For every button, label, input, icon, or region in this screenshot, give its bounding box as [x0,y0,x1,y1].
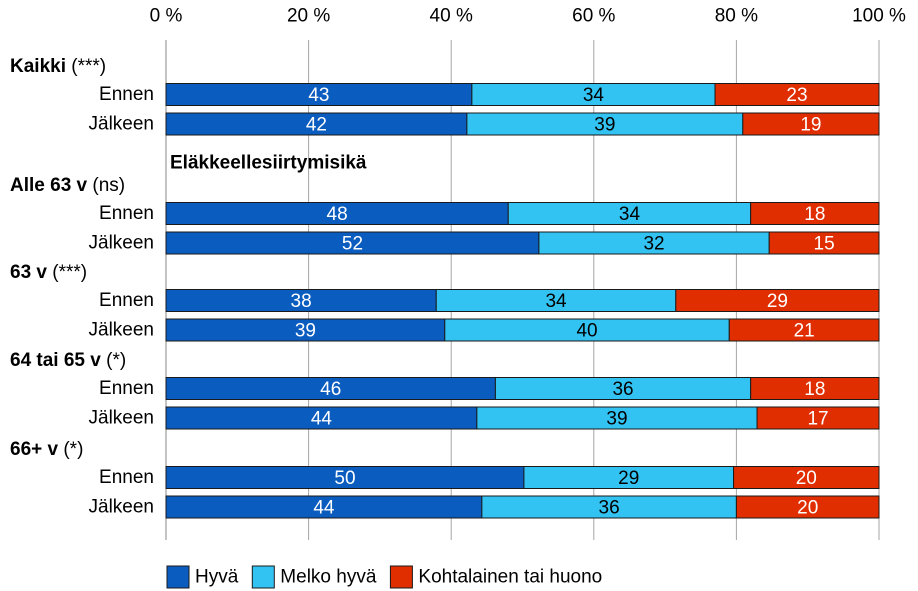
data-label: 18 [804,379,825,400]
group-note: (***) [52,262,87,283]
legend-swatch [389,565,413,589]
x-tick-label: 60 % [572,6,615,27]
annotation: Eläkkeellesiirtymisikä [170,153,367,174]
group-label: Kaikki (***) [10,56,106,77]
group-name: Kaikki [10,56,66,77]
row-label: Jälkeen [89,233,155,254]
x-tick-label: 0 % [150,6,183,27]
bar-segment [735,495,880,519]
group-label: 64 tai 65 v (*) [10,350,126,371]
data-label: 38 [291,291,312,312]
group-name: Alle 63 v [10,175,88,196]
data-label: 39 [594,115,615,136]
x-tick-label: 40 % [430,6,473,27]
bar-segment [756,406,880,430]
bar-segment [675,289,880,312]
data-label: 44 [311,409,333,430]
data-label: 40 [576,321,597,342]
group-name: 64 tai 65 v [10,350,101,371]
group-label: Alle 63 v (ns) [10,175,125,196]
data-label: 19 [800,115,821,136]
data-label: 52 [342,234,363,255]
legend-label: Melko hyvä [280,567,377,588]
group-name: 66+ v [10,439,59,460]
group-note: (*) [106,350,126,371]
data-label: 48 [327,204,348,225]
row-label: Ennen [99,203,154,224]
data-label: 32 [643,234,664,255]
group-label: 63 v (***) [10,262,87,283]
data-label: 39 [295,321,316,342]
bar-segment [750,202,880,225]
data-label: 44 [313,498,335,519]
data-label: 36 [599,498,620,519]
legend-label: Kohtalainen tai huono [418,567,602,588]
row-label: Jälkeen [89,497,155,518]
data-label: 17 [807,409,828,430]
data-label: 20 [797,498,818,519]
row-label: Jälkeen [89,408,155,429]
bar-segment [768,231,880,255]
row-label: Ennen [99,378,154,399]
bar-segment [750,377,880,400]
legend-label: Hyvä [195,567,239,588]
bar-segment [728,318,880,342]
data-label: 43 [308,85,329,106]
data-label: 42 [306,115,327,136]
data-label: 36 [612,379,633,400]
group-note: (ns) [92,175,125,196]
group-note: (*) [63,439,83,460]
x-tick-label: 100 % [852,6,906,27]
data-label: 34 [619,204,641,225]
group-label: 66+ v (*) [10,439,83,460]
bar-segment [733,466,880,489]
row-label: Jälkeen [89,114,155,135]
legend-swatch [251,565,275,589]
bar-segment [714,83,880,106]
x-tick-label: 80 % [715,6,758,27]
data-label: 39 [606,409,627,430]
data-label: 15 [814,234,835,255]
data-label: 50 [334,468,355,489]
data-label: 29 [618,468,639,489]
data-label: 34 [583,85,605,106]
data-label: 29 [767,291,788,312]
row-label: Ennen [99,290,154,311]
bar-segment [742,112,880,136]
legend-swatch [166,565,190,589]
data-label: 18 [804,204,825,225]
row-label: Ennen [99,84,154,105]
data-label: 34 [545,291,567,312]
row-label: Jälkeen [89,320,155,341]
data-label: 21 [794,321,815,342]
data-label: 20 [796,468,817,489]
data-label: 46 [320,379,341,400]
group-name: 63 v [10,262,47,283]
x-tick-label: 20 % [287,6,330,27]
row-label: Ennen [99,467,154,488]
data-label: 23 [786,85,807,106]
group-note: (***) [71,56,106,77]
